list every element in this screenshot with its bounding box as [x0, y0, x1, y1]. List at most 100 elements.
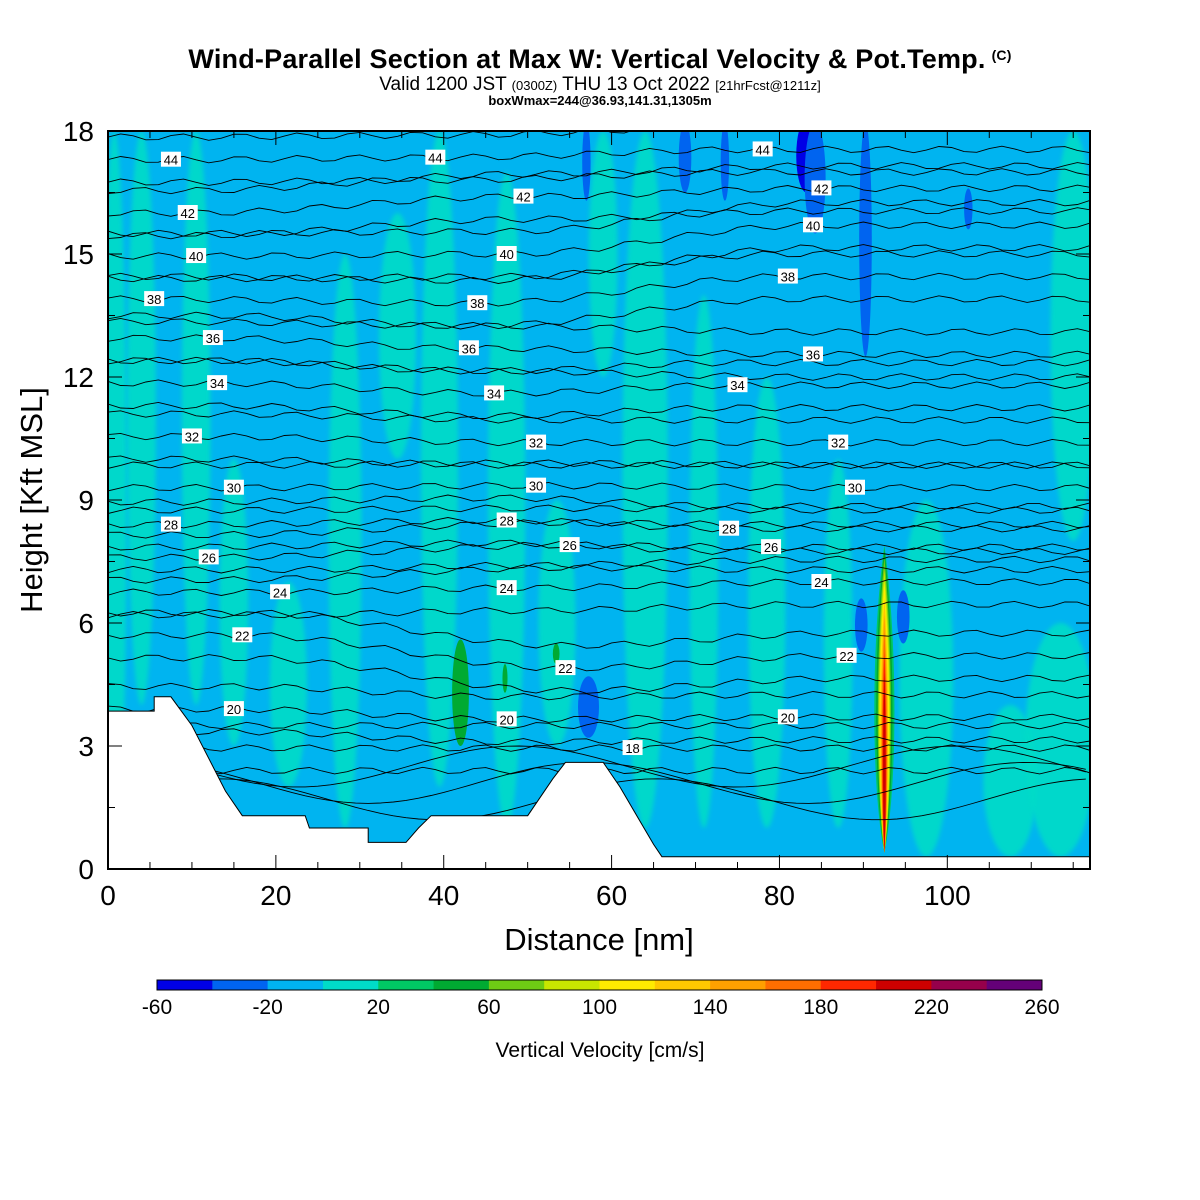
- theta-label-text: 22: [839, 649, 853, 664]
- chart-subtitle: Valid 1200 JST (0300Z) THU 13 Oct 2022 […: [379, 74, 821, 95]
- y-tick-label: 15: [63, 239, 94, 270]
- theta-label-text: 40: [499, 247, 513, 262]
- w-band-down: [804, 131, 826, 234]
- x-tick-label: 100: [924, 880, 971, 911]
- theta-contour-line: [108, 455, 1090, 469]
- theta-label-box: [803, 346, 824, 362]
- theta-label: 26: [198, 549, 219, 565]
- theta-label: 38: [144, 291, 165, 307]
- theta-label: 22: [232, 627, 253, 643]
- w-band-down: [720, 131, 730, 201]
- theta-label-box: [777, 709, 798, 725]
- w-band-weak-up: [983, 705, 1038, 857]
- colorbar-swatch: [876, 980, 932, 990]
- theta-label-box: [484, 385, 505, 401]
- theta-label-text: 42: [181, 206, 195, 221]
- theta-contour-line: [108, 311, 1090, 336]
- theta-label-box: [425, 149, 446, 165]
- w-band-weak-up: [219, 459, 249, 746]
- theta-label-box: [828, 434, 849, 450]
- theta-label-text: 26: [764, 540, 778, 555]
- theta-label: 22: [836, 647, 857, 664]
- x-tick-label: 20: [260, 880, 291, 911]
- theta-label-box: [811, 574, 832, 589]
- theta-label-text: 30: [227, 481, 241, 496]
- theta-label-text: 18: [625, 741, 639, 756]
- colorbar-swatch: [322, 980, 379, 990]
- theta-label-box: [513, 188, 534, 204]
- colorbar-swatch: [986, 980, 1043, 990]
- w-band-weak-up: [538, 500, 576, 746]
- theta-label-text: 36: [806, 347, 820, 362]
- w-band-down: [859, 131, 872, 357]
- theta-label: 22: [555, 660, 576, 676]
- chart-subtitle-2: boxWmax=244@36.93,141.31,1305m: [488, 93, 712, 108]
- theta-label-text: 40: [189, 249, 203, 264]
- theta-label-text: 26: [562, 538, 576, 553]
- x-tick-label: 40: [428, 880, 459, 911]
- theta-label: 38: [777, 268, 798, 285]
- colorbar-tick-label: 260: [1024, 996, 1059, 1019]
- x-tick-label: 0: [100, 880, 116, 911]
- theta-label-box: [496, 580, 517, 596]
- theta-label-text: 30: [848, 481, 862, 496]
- y-tick-label: 9: [78, 485, 94, 516]
- theta-label: 32: [181, 428, 202, 444]
- terrain: [108, 696, 1090, 869]
- theta-label-box: [761, 539, 782, 555]
- theta-contour-line: [108, 517, 1090, 533]
- theta-label-box: [526, 434, 547, 450]
- colorbar-tick-label: 60: [477, 996, 500, 1019]
- theta-label: 38: [467, 295, 488, 311]
- w-band-weak-up: [420, 131, 459, 787]
- theta-label-box: [719, 520, 740, 536]
- theta-label: 36: [458, 340, 479, 356]
- theta-label: 34: [727, 377, 748, 393]
- theta-contour-line: [108, 199, 1090, 238]
- colorbar-swatch: [212, 980, 269, 990]
- theta-contour-line: [191, 778, 1086, 821]
- colorbar-swatch: [931, 980, 988, 990]
- theta-label-text: 20: [781, 710, 795, 725]
- w-band-up: [502, 664, 508, 693]
- y-tick-label: 3: [78, 731, 94, 762]
- theta-label-box: [270, 584, 291, 600]
- w-band-weak-up: [1025, 623, 1090, 857]
- theta-label: 44: [752, 141, 773, 157]
- theta-label: 44: [425, 149, 446, 166]
- w-band-down: [678, 131, 692, 193]
- colorbar-label: Vertical Velocity [cm/s]: [496, 1039, 705, 1062]
- theta-contour-line: [108, 504, 1090, 514]
- theta-label: 24: [496, 580, 517, 596]
- theta-label: 34: [207, 375, 228, 391]
- theta-label-box: [177, 205, 198, 220]
- colorbar-swatch: [488, 980, 545, 990]
- theta-label-text: 40: [806, 218, 820, 233]
- theta-contour-line: [108, 744, 1090, 752]
- theta-contour-line: [108, 459, 1090, 469]
- w-band-weak-up: [1050, 131, 1090, 541]
- theta-label-text: 32: [831, 436, 845, 451]
- theta-label: 26: [559, 537, 580, 553]
- theta-label: 26: [761, 539, 782, 555]
- theta-label-text: 28: [722, 522, 736, 537]
- theta-label-text: 32: [185, 429, 199, 444]
- theta-label-box: [559, 537, 580, 553]
- theta-label-box: [727, 377, 748, 393]
- theta-label-box: [803, 217, 824, 233]
- theta-contour-line: [108, 727, 1090, 746]
- theta-contour-line: [108, 705, 1090, 723]
- theta-label-text: 36: [206, 331, 220, 346]
- theta-contour-line: [108, 600, 1090, 619]
- colorbar-tick-label: -60: [142, 996, 172, 1019]
- theta-label-text: 22: [235, 628, 249, 643]
- theta-label: 36: [202, 330, 223, 346]
- theta-label: 18: [622, 740, 643, 756]
- theta-contour-line: [108, 519, 1090, 539]
- theta-label-box: [458, 340, 479, 356]
- theta-label: 40: [496, 246, 517, 262]
- theta-contour-line: [108, 631, 1090, 672]
- y-tick-label: 18: [63, 116, 94, 147]
- w-band-weak-up: [328, 254, 362, 828]
- theta-label: 28: [160, 516, 181, 533]
